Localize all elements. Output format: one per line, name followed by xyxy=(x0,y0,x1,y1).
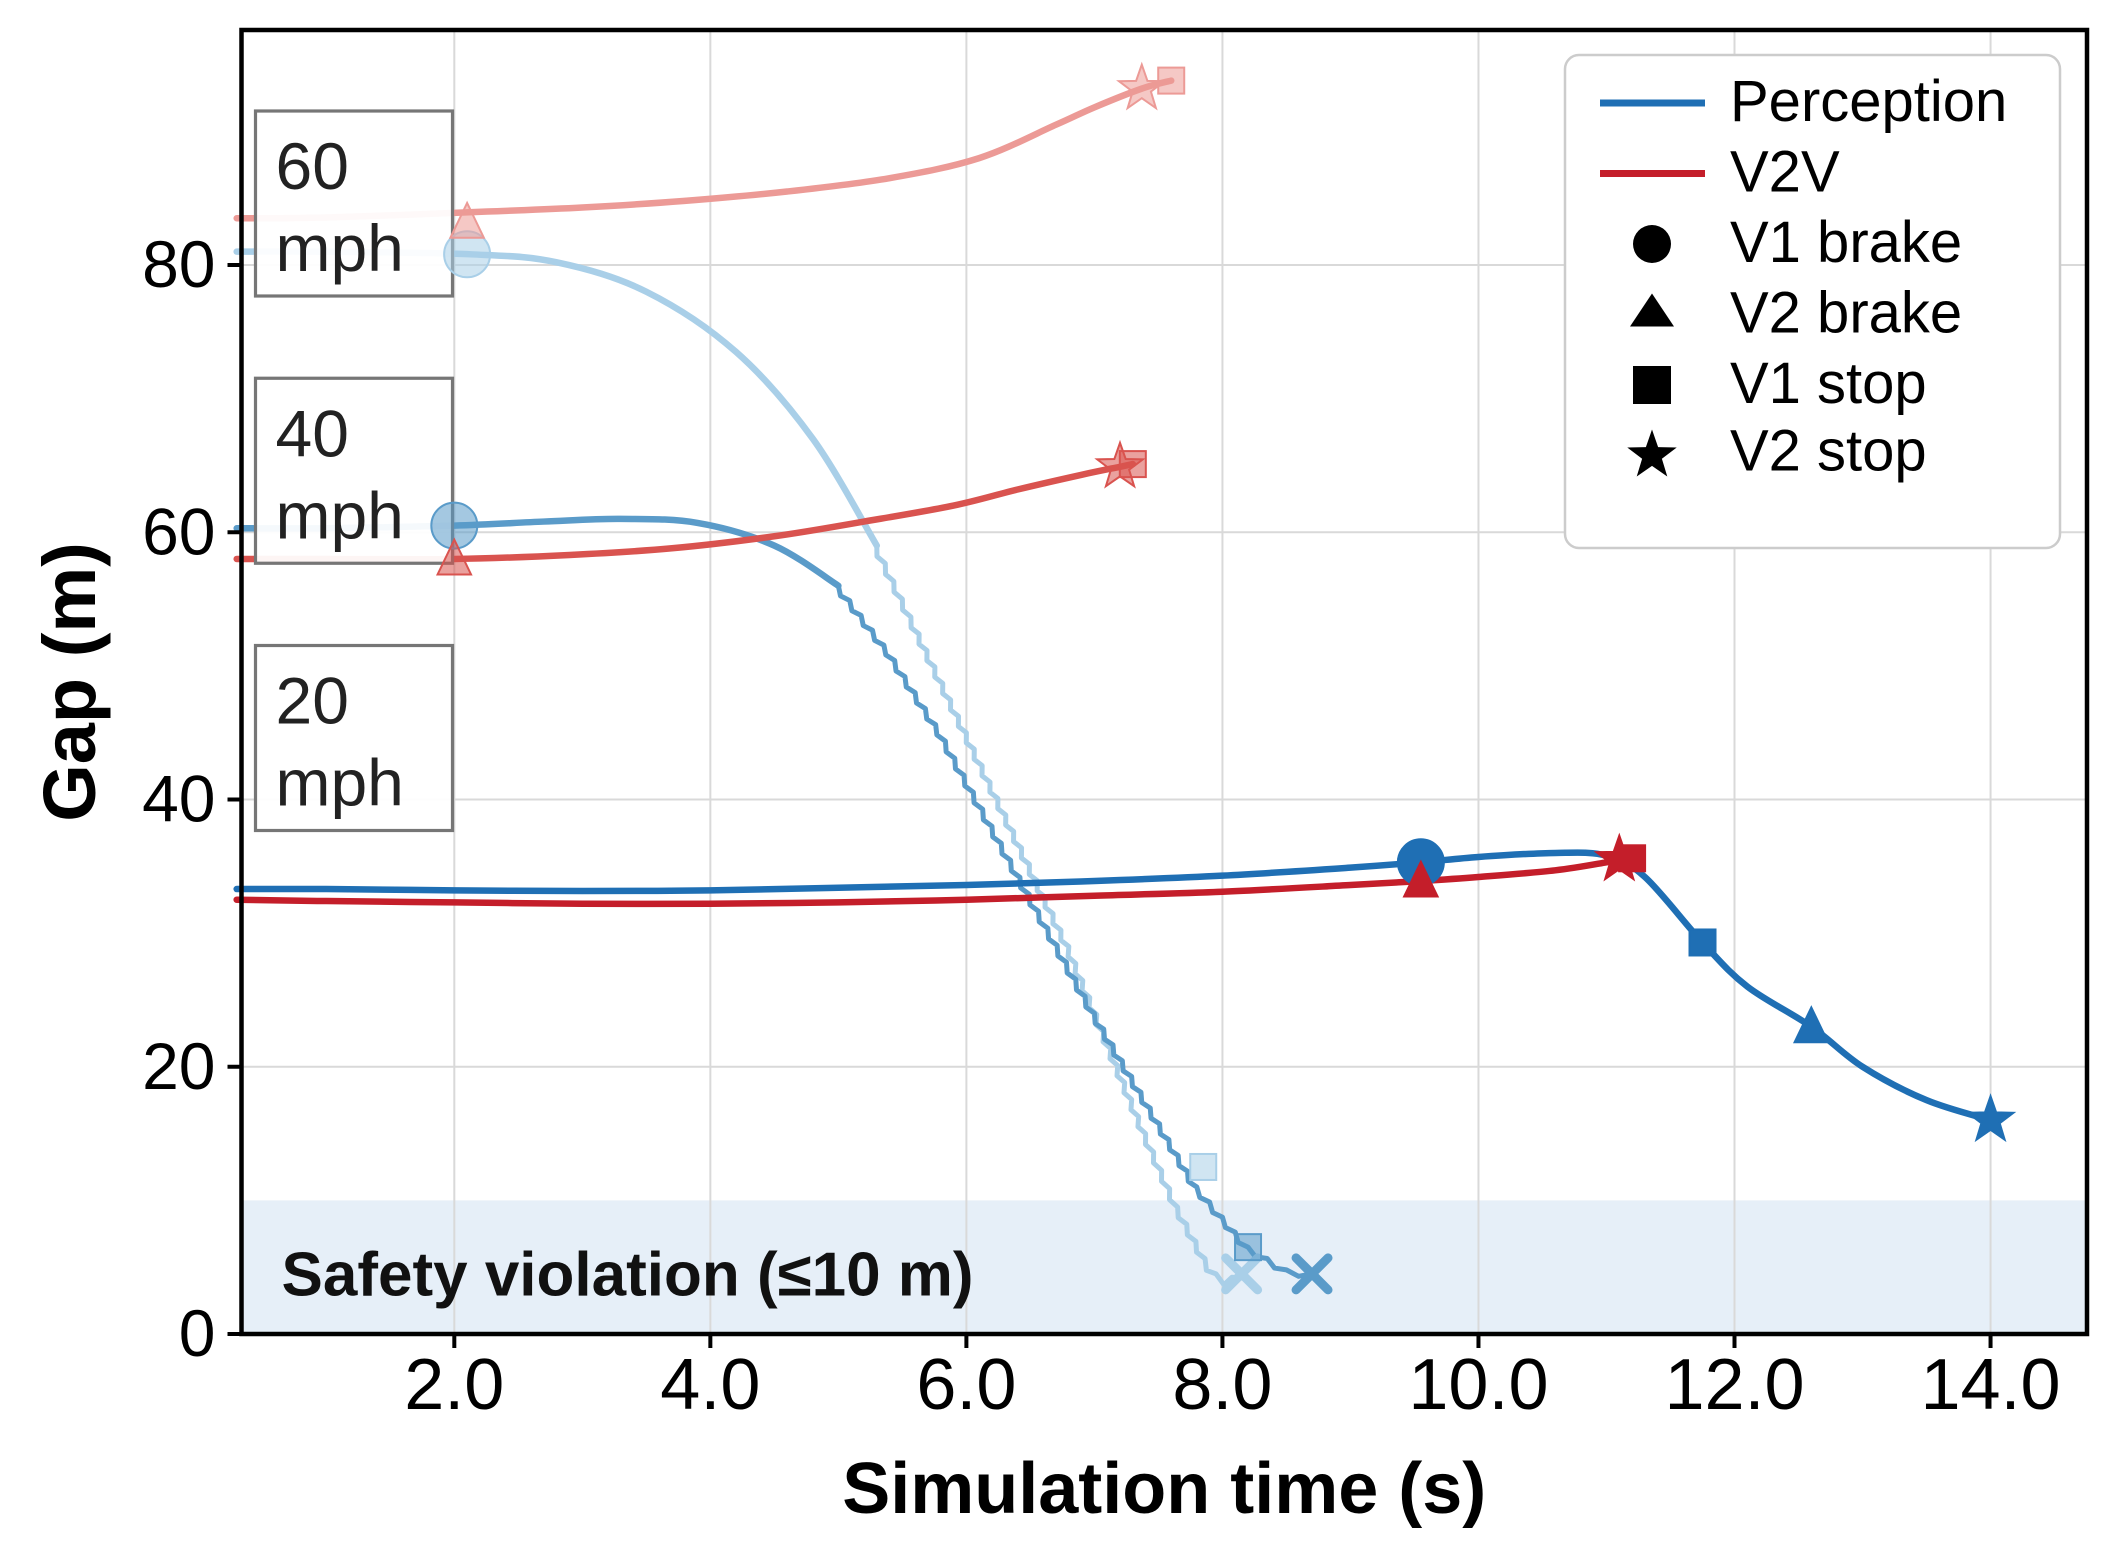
svg-text:V1 brake: V1 brake xyxy=(1730,210,1962,275)
svg-text:12.0: 12.0 xyxy=(1664,1345,1804,1425)
svg-text:Simulation time (s): Simulation time (s) xyxy=(842,1449,1486,1529)
svg-text:V2 brake: V2 brake xyxy=(1730,281,1962,346)
svg-text:Safety violation (≤10 m): Safety violation (≤10 m) xyxy=(282,1241,974,1310)
svg-text:10.0: 10.0 xyxy=(1408,1345,1548,1425)
svg-text:40: 40 xyxy=(142,762,215,836)
svg-text:2.0: 2.0 xyxy=(404,1345,504,1425)
svg-text:80: 80 xyxy=(142,227,215,301)
svg-text:20: 20 xyxy=(276,664,349,738)
svg-text:14.0: 14.0 xyxy=(1920,1345,2060,1425)
svg-text:V1 stop: V1 stop xyxy=(1730,351,1927,416)
svg-text:V2 stop: V2 stop xyxy=(1730,419,1927,484)
svg-text:0: 0 xyxy=(179,1296,216,1370)
svg-text:60: 60 xyxy=(276,129,349,203)
svg-text:Gap (m): Gap (m) xyxy=(28,542,111,822)
svg-text:mph: mph xyxy=(276,478,404,552)
svg-text:Perception: Perception xyxy=(1730,69,2007,134)
svg-text:6.0: 6.0 xyxy=(916,1345,1016,1425)
svg-text:mph: mph xyxy=(276,211,404,285)
svg-text:4.0: 4.0 xyxy=(660,1345,760,1425)
svg-text:40: 40 xyxy=(276,396,349,470)
svg-text:mph: mph xyxy=(276,746,404,820)
svg-text:8.0: 8.0 xyxy=(1172,1345,1272,1425)
svg-text:60: 60 xyxy=(142,494,215,568)
svg-text:20: 20 xyxy=(142,1029,215,1103)
svg-text:V2V: V2V xyxy=(1730,140,1840,205)
